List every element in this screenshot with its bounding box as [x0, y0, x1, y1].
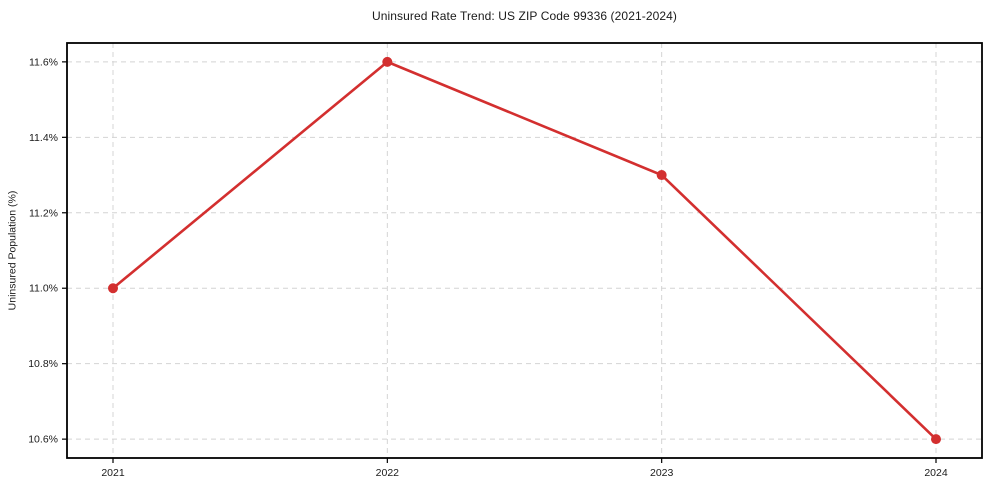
y-axis-label: Uninsured Population (%): [6, 190, 19, 311]
x-tick-label: 2021: [101, 467, 125, 479]
y-tick-label: 10.8%: [28, 358, 58, 370]
y-tick-label: 11.6%: [29, 56, 58, 68]
plot-border: [66, 42, 983, 459]
x-tick-label: 2024: [924, 467, 948, 479]
y-tick-label: 11.0%: [29, 283, 58, 295]
x-tick-label: 2022: [376, 467, 400, 479]
y-tick-label: 11.2%: [29, 207, 58, 219]
x-tick-label: 2023: [650, 467, 674, 479]
y-tick-label: 11.4%: [29, 132, 58, 144]
y-tick-label: 10.6%: [28, 434, 58, 446]
data-point-marker: [382, 56, 393, 67]
data-point-marker: [656, 170, 667, 181]
data-point-marker: [108, 283, 118, 294]
data-point-marker: [931, 434, 941, 445]
chart-title: Uninsured Rate Trend: US ZIP Code 99336 …: [371, 9, 678, 23]
trend-line: [111, 60, 938, 441]
